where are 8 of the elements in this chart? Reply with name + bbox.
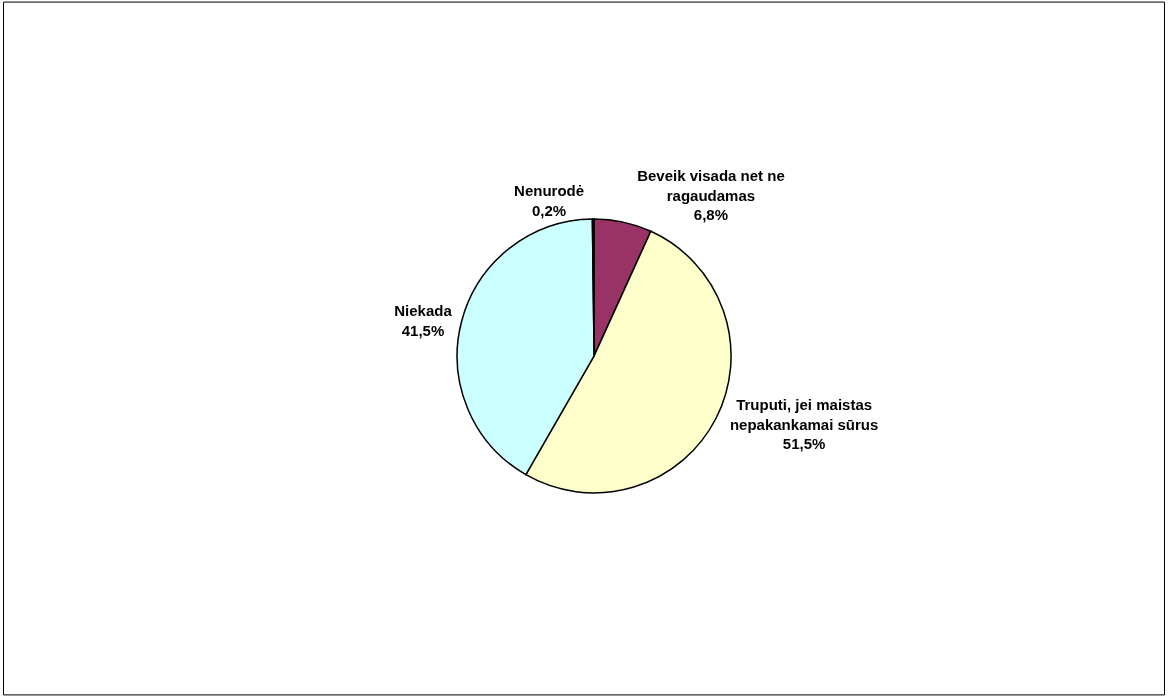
- slice-label: Niekada: [394, 302, 453, 320]
- slice-label: Beveik visada net ne ragaudamas: [637, 167, 785, 204]
- slice-label: Nenurodė: [514, 182, 585, 200]
- data-label: 51,5%: [782, 435, 826, 453]
- slice-label: Truputi, jei maistas nepakankamai sūrus: [729, 396, 879, 433]
- data-label: 0,2%: [532, 201, 567, 219]
- data-label: 41,5%: [401, 321, 445, 339]
- data-label: 6,8%: [693, 206, 729, 224]
